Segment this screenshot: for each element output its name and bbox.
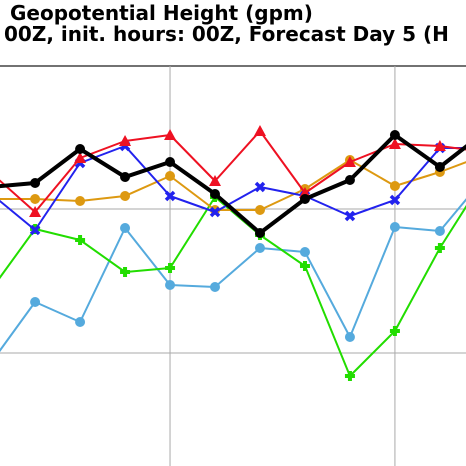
marker (344, 371, 355, 381)
marker (389, 326, 400, 336)
marker (299, 194, 310, 204)
marker (165, 280, 176, 290)
series-line (0, 198, 466, 353)
series-line (0, 159, 466, 211)
marker (434, 162, 445, 172)
marker (253, 125, 266, 136)
marker (434, 243, 445, 253)
marker (210, 189, 221, 199)
marker (344, 210, 356, 222)
series-line (0, 145, 466, 231)
marker (29, 206, 42, 217)
marker (120, 267, 131, 277)
marker (254, 181, 266, 193)
marker (209, 175, 222, 186)
marker (75, 317, 86, 327)
marker (29, 224, 41, 236)
marker (165, 263, 176, 273)
marker (389, 222, 400, 232)
marker (434, 226, 445, 236)
marker (389, 130, 400, 140)
marker (120, 172, 131, 182)
series-line (0, 196, 466, 377)
plot-area (0, 66, 466, 466)
marker (119, 135, 132, 146)
marker (254, 205, 265, 215)
marker (30, 297, 41, 307)
marker (389, 194, 401, 206)
marker (30, 178, 41, 188)
series-line (0, 130, 466, 213)
marker (433, 140, 446, 151)
marker (165, 157, 176, 167)
marker (343, 156, 356, 167)
marker (74, 152, 87, 163)
marker (299, 247, 310, 257)
marker (210, 282, 221, 292)
marker (75, 144, 86, 154)
marker (164, 129, 177, 140)
marker (254, 228, 265, 238)
chart-title: Geopotential Height (gpm) (10, 1, 313, 25)
marker (75, 235, 86, 245)
marker (164, 190, 176, 202)
marker (75, 196, 86, 206)
marker (165, 171, 176, 181)
series-line (0, 133, 466, 235)
marker (299, 261, 310, 271)
marker (209, 206, 221, 218)
marker (388, 138, 401, 149)
marker (344, 175, 355, 185)
marker (254, 243, 265, 253)
marker (120, 223, 131, 233)
marker (120, 191, 131, 201)
chart-subtitle: 00Z, init. hours: 00Z, Forecast Day 5 (H (4, 22, 449, 46)
marker (389, 181, 400, 191)
marker (30, 194, 41, 204)
marker (344, 332, 355, 342)
